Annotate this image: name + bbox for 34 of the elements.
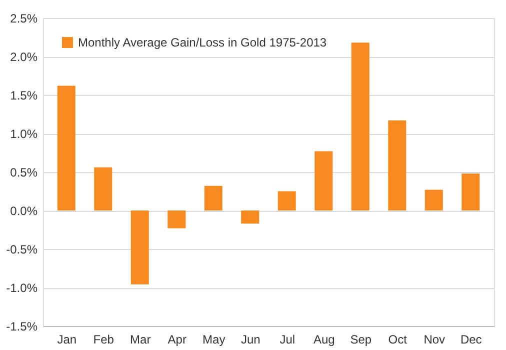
y-tick-label: 2.5% xyxy=(10,12,38,26)
y-tick-label: -1.5% xyxy=(6,320,38,334)
bar xyxy=(388,120,406,210)
bar xyxy=(351,42,370,210)
y-tick-label: -0.5% xyxy=(6,242,38,256)
y-tick-label: 1.5% xyxy=(10,88,38,102)
x-tick-label: Apr xyxy=(168,332,186,346)
bar xyxy=(168,210,186,228)
bar xyxy=(57,86,76,210)
bar xyxy=(130,210,149,284)
x-tick-label: Jan xyxy=(57,332,77,346)
bar xyxy=(278,191,296,210)
bar xyxy=(94,167,112,210)
legend-label: Monthly Average Gain/Loss in Gold 1975-2013 xyxy=(78,36,327,50)
bar xyxy=(314,151,333,210)
y-tick-label: 1.0% xyxy=(10,127,38,141)
x-tick-label: Nov xyxy=(424,332,446,346)
y-tick-label: 0.0% xyxy=(10,204,38,218)
y-tick-label: 0.5% xyxy=(10,166,38,180)
x-tick-label: Aug xyxy=(313,332,335,346)
y-tick-label: -1.0% xyxy=(6,281,38,295)
bar xyxy=(204,186,222,210)
x-tick-label: Mar xyxy=(130,332,151,346)
bar xyxy=(424,190,443,210)
x-tick-label: Dec xyxy=(460,332,482,346)
x-tick-label: Jul xyxy=(280,332,296,346)
x-tick-label: Oct xyxy=(388,332,408,346)
bar xyxy=(241,210,260,224)
y-tick-label: 2.0% xyxy=(10,50,38,64)
x-tick-label: Jun xyxy=(240,332,260,346)
bar xyxy=(462,174,480,210)
x-tick-label: May xyxy=(202,332,226,346)
x-tick-label: Feb xyxy=(93,332,114,346)
x-tick-label: Sep xyxy=(350,332,372,346)
